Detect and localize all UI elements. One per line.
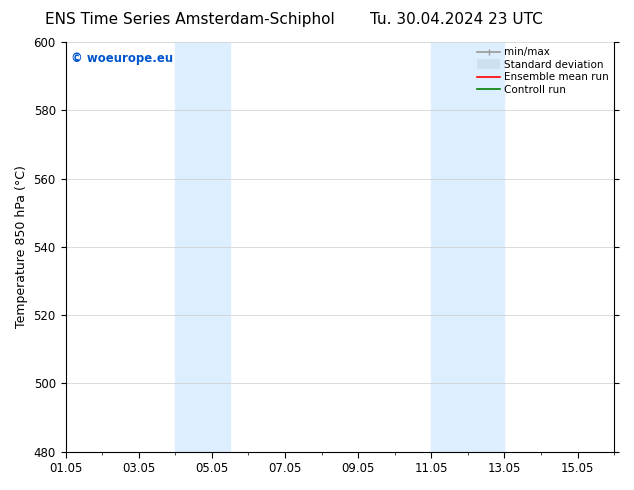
- Text: ENS Time Series Amsterdam-Schiphol: ENS Time Series Amsterdam-Schiphol: [45, 12, 335, 27]
- Text: © woeurope.eu: © woeurope.eu: [71, 52, 173, 65]
- Bar: [431, 42, 505, 452]
- Bar: [175, 42, 230, 452]
- Text: Tu. 30.04.2024 23 UTC: Tu. 30.04.2024 23 UTC: [370, 12, 543, 27]
- Y-axis label: Temperature 850 hPa (°C): Temperature 850 hPa (°C): [15, 166, 28, 328]
- Legend: min/max, Standard deviation, Ensemble mean run, Controll run: min/max, Standard deviation, Ensemble me…: [475, 45, 611, 97]
